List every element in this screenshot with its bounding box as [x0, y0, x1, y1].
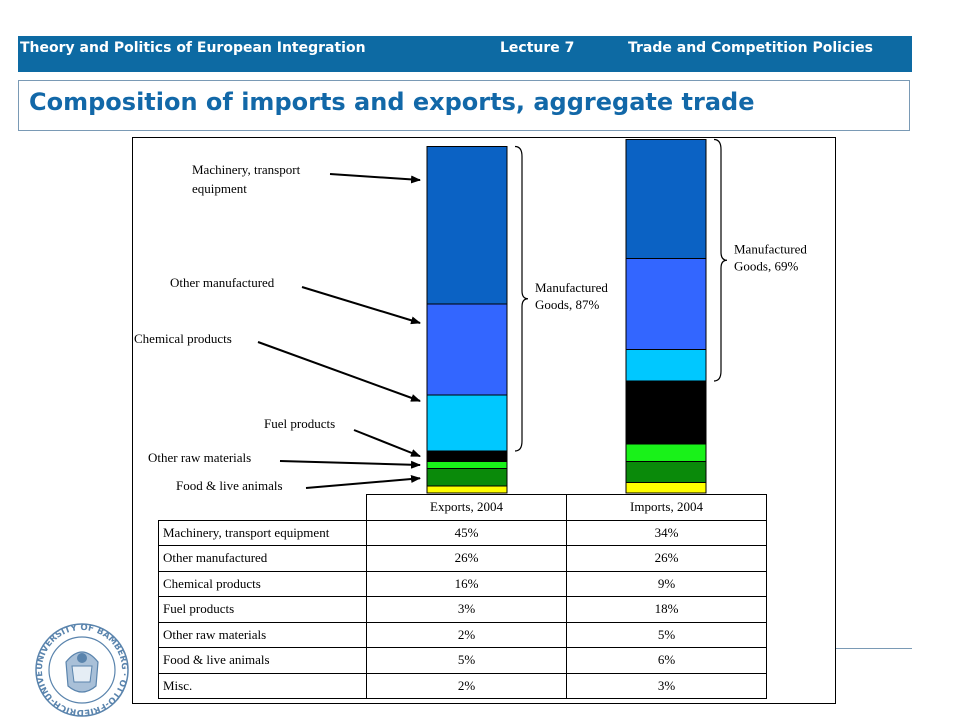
lecture-number: Lecture 7 — [500, 40, 575, 56]
bar-segment — [426, 394, 508, 452]
table-row: Food & live animals 5% 6% — [158, 647, 767, 674]
bar-segment — [625, 443, 707, 462]
row-exports: 2% — [366, 621, 567, 648]
table-header-imports: Imports, 2004 — [566, 494, 767, 521]
table-row: Chemical products 16% 9% — [158, 570, 767, 597]
annotation-chemical: Chemical products — [134, 331, 232, 346]
table-header-exports: Exports, 2004 — [366, 494, 567, 521]
row-imports: 18% — [566, 596, 767, 623]
arrow-food — [305, 475, 421, 489]
row-label: Misc. — [158, 672, 367, 699]
row-exports: 16% — [366, 570, 567, 597]
row-label: Machinery, transport equipment — [158, 519, 367, 546]
bar-segment — [625, 482, 707, 494]
annotation-other-manufactured: Other manufactured — [170, 275, 275, 290]
university-seal-logo: UNIVERSITY OF BAMBERG · OTTO-FRIEDRICH-U… — [34, 622, 129, 717]
row-exports: 5% — [366, 647, 567, 674]
annotation-food: Food & live animals — [176, 478, 283, 493]
row-imports: 34% — [566, 519, 767, 546]
annotation-machinery-line2: equipment — [192, 181, 247, 196]
brace-label: Manufactured — [734, 241, 807, 256]
manufactured-brace — [713, 138, 728, 382]
arrow-chemical — [257, 341, 421, 402]
row-exports: 26% — [366, 545, 567, 572]
row-imports: 26% — [566, 545, 767, 572]
title-box: Composition of imports and exports, aggr… — [18, 80, 910, 131]
table-row: Machinery, transport equipment 45% 34% — [158, 519, 767, 546]
bar-segment — [625, 380, 707, 445]
bar-segment — [625, 461, 707, 483]
page-title: Composition of imports and exports, aggr… — [29, 88, 755, 116]
annotation-machinery: Machinery, transport — [192, 162, 301, 177]
row-exports: 2% — [366, 672, 567, 699]
brace-label: Manufactured — [535, 280, 608, 295]
arrow-fuel — [353, 429, 421, 458]
arrow-raw — [279, 460, 421, 469]
row-label: Chemical products — [158, 570, 367, 597]
data-table: Exports, 2004 Imports, 2004 Machinery, t… — [158, 494, 767, 699]
table-row: Other raw materials 2% 5% — [158, 621, 767, 648]
row-label: Other raw materials — [158, 621, 367, 648]
row-exports: 45% — [366, 519, 567, 546]
bar-segment — [426, 461, 508, 469]
annotation-raw: Other raw materials — [148, 450, 251, 465]
annotation-fuel: Fuel products — [264, 416, 335, 431]
table-header-row: Exports, 2004 Imports, 2004 — [159, 494, 767, 521]
row-imports: 3% — [566, 672, 767, 699]
bar-segment — [426, 485, 508, 494]
bar-segment — [625, 258, 707, 350]
row-label: Other manufactured — [158, 545, 367, 572]
bar-segment — [426, 468, 508, 487]
arrow-machinery — [329, 173, 421, 184]
lecture-topic: Trade and Competition Policies — [628, 40, 873, 56]
row-label: Food & live animals — [158, 647, 367, 674]
bar-segment — [426, 450, 508, 462]
brace-label: Goods, 87% — [535, 297, 599, 312]
course-title: Theory and Politics of European Integrat… — [20, 40, 366, 56]
bar-segment — [426, 146, 508, 305]
table-row: Fuel products 3% 18% — [158, 596, 767, 623]
brace-label: Goods, 69% — [734, 258, 798, 273]
bar-segment — [625, 349, 707, 382]
row-exports: 3% — [366, 596, 567, 623]
row-imports: 5% — [566, 621, 767, 648]
row-imports: 6% — [566, 647, 767, 674]
header-bar: Theory and Politics of European Integrat… — [18, 36, 912, 72]
divider-line — [836, 648, 912, 649]
table-row: Other manufactured 26% 26% — [158, 545, 767, 572]
row-label: Fuel products — [158, 596, 367, 623]
arrow-other-manufactured — [301, 286, 421, 325]
table-corner — [159, 495, 367, 521]
bar-segment — [625, 139, 707, 259]
manufactured-brace — [514, 145, 529, 452]
table-row: Misc. 2% 3% — [158, 672, 767, 699]
row-imports: 9% — [566, 570, 767, 597]
bar-segment — [426, 303, 508, 396]
